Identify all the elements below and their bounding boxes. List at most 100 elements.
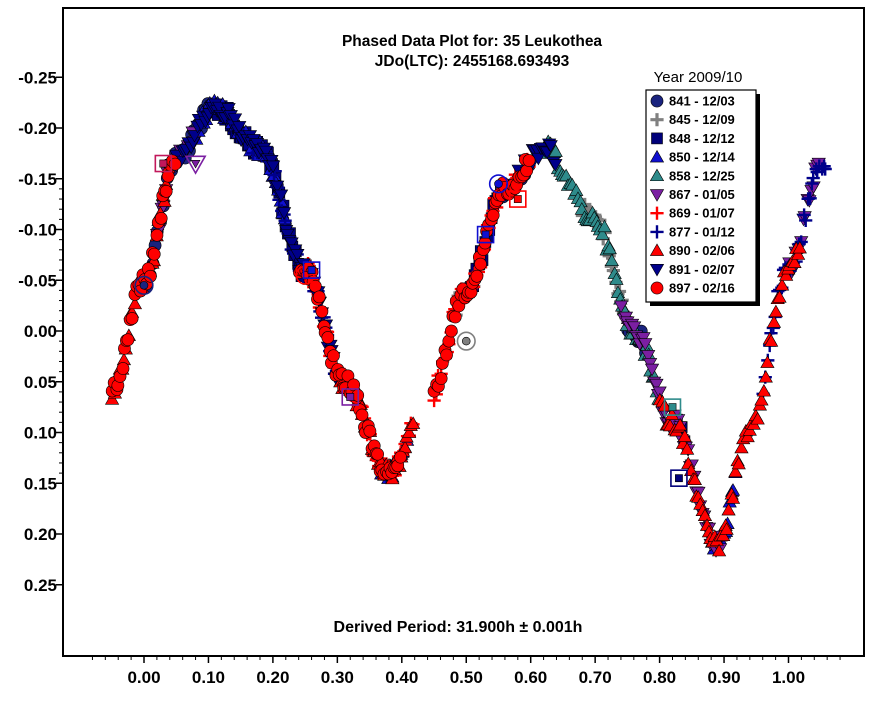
data-point <box>258 145 274 159</box>
highlighted-point <box>663 398 682 416</box>
highlighted-point-inner <box>675 474 683 483</box>
data-point <box>315 305 329 318</box>
data-point <box>799 213 813 228</box>
data-point <box>711 543 727 557</box>
data-point <box>265 160 281 174</box>
data-point <box>440 348 453 362</box>
data-point <box>664 407 680 420</box>
data-point <box>595 227 610 240</box>
data-point <box>609 272 624 285</box>
x-tick-label: 0.50 <box>450 668 483 687</box>
data-point <box>719 522 734 535</box>
data-point <box>613 300 629 314</box>
legend-marker <box>649 264 665 277</box>
data-point <box>764 334 779 347</box>
data-point <box>728 464 743 478</box>
x-tick-label: 0.40 <box>385 668 418 687</box>
legend-label: 891 - 02/07 <box>669 262 735 277</box>
data-point <box>638 338 653 351</box>
legend-label: 850 - 12/14 <box>669 150 736 165</box>
highlighted-point-inner <box>481 230 490 239</box>
data-point <box>687 472 703 485</box>
data-point <box>680 442 695 455</box>
highlighted-point <box>302 261 321 279</box>
x-tick-label: 0.00 <box>127 668 160 687</box>
data-point <box>548 159 563 172</box>
data-point <box>758 370 773 383</box>
data-point <box>725 491 741 504</box>
legend-marker <box>649 243 665 256</box>
data-point <box>772 290 787 303</box>
data-point <box>721 502 736 516</box>
highlighted-point-inner <box>513 195 522 203</box>
data-point <box>221 103 236 116</box>
data-point <box>672 417 688 431</box>
data-point <box>321 331 335 344</box>
data-point <box>434 372 448 385</box>
data-point <box>652 386 667 400</box>
data-point <box>548 144 563 157</box>
legend-label: 867 - 01/05 <box>669 187 735 202</box>
y-tick-label: -0.10 <box>18 221 57 240</box>
x-tick-label: 0.60 <box>514 668 547 687</box>
highlighted-point <box>456 331 476 351</box>
data-point <box>232 121 247 134</box>
data-point <box>697 508 713 521</box>
data-point <box>818 162 832 176</box>
x-tick-label: 0.70 <box>579 668 612 687</box>
data-point <box>470 269 484 283</box>
data-point <box>750 411 765 425</box>
highlighted-point-inner <box>346 393 355 401</box>
x-tick-label: 0.10 <box>192 668 225 687</box>
y-tick-label: 0.25 <box>24 576 57 595</box>
chart-subtitle: JDo(LTC): 2455168.693493 <box>375 53 570 70</box>
legend-label: 890 - 02/06 <box>669 243 735 258</box>
data-point <box>787 255 802 269</box>
y-tick-label: -0.20 <box>18 119 57 138</box>
x-tick-label: 1.00 <box>772 668 805 687</box>
legend-label: 858 - 12/25 <box>669 168 735 183</box>
data-point <box>276 207 292 220</box>
highlighted-point <box>184 155 207 175</box>
data-point <box>127 296 143 310</box>
highlighted-point <box>341 388 360 406</box>
y-tick-label: -0.15 <box>18 170 57 189</box>
data-point <box>791 247 806 260</box>
data-point <box>649 378 664 392</box>
data-point <box>402 425 417 438</box>
legend-label: 841 - 12/03 <box>669 94 735 109</box>
data-point <box>597 219 612 233</box>
data-point <box>154 211 168 225</box>
data-point <box>754 392 769 406</box>
legend-marker <box>650 225 664 239</box>
legend-label: 848 - 12/12 <box>669 131 735 146</box>
data-point <box>522 154 536 167</box>
data-point <box>760 355 775 368</box>
data-point <box>290 249 305 262</box>
derived-period: Derived Period: 31.900h ± 0.001h <box>334 619 583 636</box>
data-point <box>147 247 161 261</box>
data-point <box>627 321 642 334</box>
highlighted-points <box>134 154 688 487</box>
data-point <box>273 189 289 203</box>
data-point <box>559 168 574 182</box>
highlighted-point <box>134 275 154 295</box>
legend: 841 - 12/03 845 - 12/09 848 - 12/12 850 - 1… <box>645 89 760 306</box>
highlighted-point <box>509 190 527 208</box>
data-point <box>406 416 421 429</box>
data-point <box>116 362 130 375</box>
data-point <box>677 429 692 442</box>
data-point <box>740 429 755 443</box>
y-tick-label: -0.05 <box>18 271 57 290</box>
x-tick-label: 0.20 <box>256 668 289 687</box>
x-tick-label: 0.80 <box>643 668 676 687</box>
data-point <box>716 528 731 541</box>
data-point <box>150 228 164 242</box>
y-tick-label: 0.20 <box>24 525 57 544</box>
legend-marker <box>649 149 665 163</box>
data-point <box>448 310 462 324</box>
legend-marker <box>650 113 664 127</box>
legend-shadow <box>756 94 760 306</box>
highlighted-point <box>295 265 315 285</box>
